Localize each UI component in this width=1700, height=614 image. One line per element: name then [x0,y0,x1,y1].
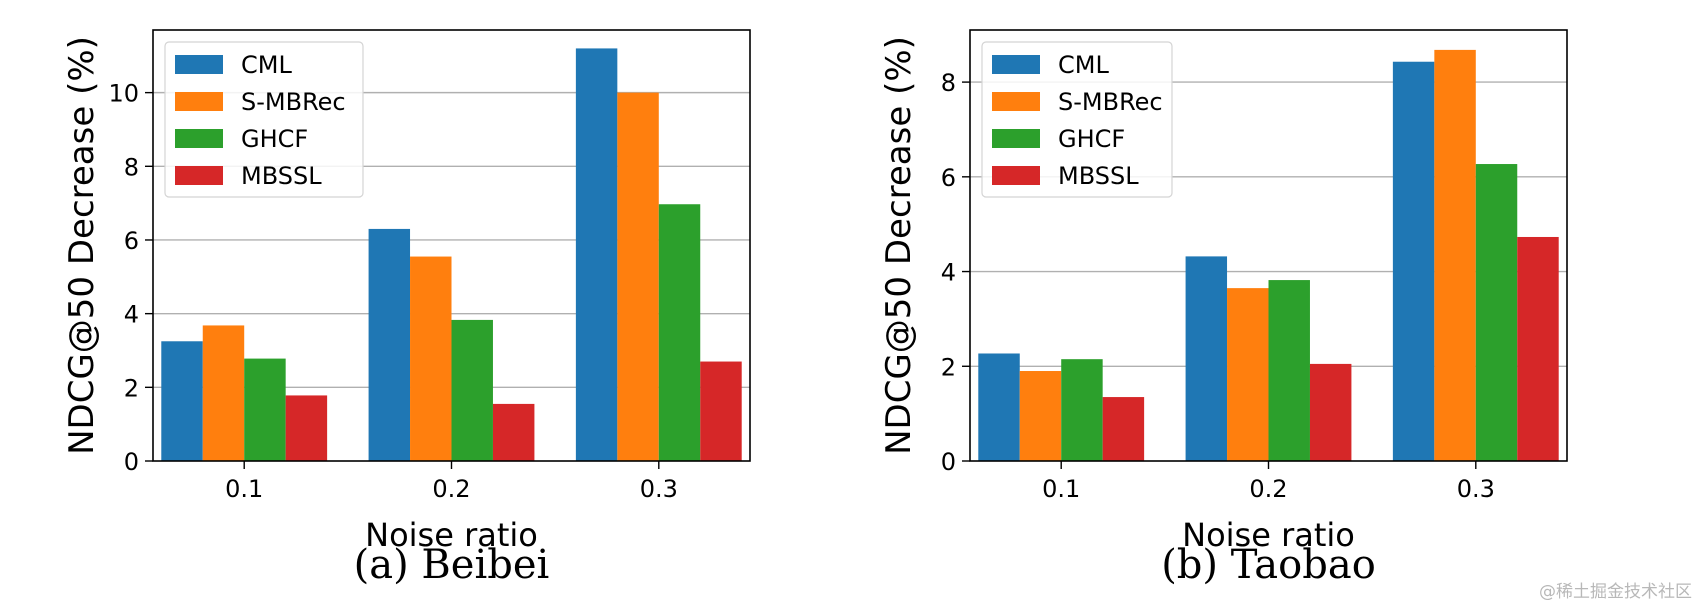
legend-label: MBSSL [1058,162,1139,190]
bar-mbssl-0.2 [1309,363,1352,461]
y-tick-label: 4 [941,259,956,287]
legend-label: S-MBRec [241,88,346,116]
bar-ghcf-0.1 [244,358,286,461]
legend-label: S-MBRec [1058,88,1163,116]
legend-label: GHCF [1058,125,1125,153]
y-tick-label: 8 [124,153,139,181]
bar-s-mbrec-0.3 [1434,49,1476,462]
x-tick-label: 0.3 [1457,475,1495,503]
bar-s-mbrec-0.2 [410,256,452,461]
bar-mbssl-0.1 [1102,397,1145,461]
y-tick-label: 8 [941,69,956,97]
figure-caption: (a) Beibei [354,542,550,588]
legend-swatch-s-mbrec [175,92,223,111]
y-tick-label: 6 [124,227,139,255]
y-tick-label: 6 [941,164,956,192]
bar-ghcf-0.3 [1475,164,1518,462]
bar-cml-0.3 [1392,61,1435,461]
chart-panel-taobao: 0 2 4 6 8 0.1 0.2 0.3 Noise ratio NDCG@50 Decreas… [850,0,1700,610]
plot-frame [152,29,751,462]
bar-s-mbrec-0.1 [1019,371,1062,461]
y-tick-label: 0 [941,448,956,476]
legend-label: CML [1058,51,1109,79]
bar-s-mbrec-0.3 [617,92,659,461]
bar-mbssl-0.1 [285,395,328,461]
x-axis-label: Noise ratio [1182,516,1355,554]
legend-label: GHCF [241,125,308,153]
bar-s-mbrec-0.1 [202,325,245,461]
figure-caption: (b) Taobao [1161,542,1376,588]
legend-label: MBSSL [241,162,322,190]
bar-cml-0.1 [161,341,203,461]
x-tick-label: 0.1 [1042,475,1080,503]
bar-cml-0.2 [368,228,411,461]
legend-swatch-cml [992,55,1040,74]
y-tick-label: 0 [124,448,139,476]
watermark: @稀土掘金技术社区 [1539,582,1692,602]
bar-cml-0.3 [575,48,618,462]
legend-swatch-ghcf [175,129,223,148]
legend-label: CML [241,51,292,79]
bar-mbssl-0.3 [700,361,742,461]
bar-cml-0.1 [978,353,1020,461]
legend [164,41,364,198]
plot-frame [969,29,1568,462]
y-tick-label: 2 [124,374,139,402]
x-tick-label: 0.2 [1249,475,1287,503]
bar-ghcf-0.1 [1061,359,1103,461]
y-axis-label: NDCG@50 Decrease (%) [879,36,919,455]
bar-ghcf-0.3 [658,204,701,461]
legend-swatch-mbssl [175,166,223,185]
bar-ghcf-0.2 [1268,280,1310,461]
x-tick-label: 0.3 [640,475,678,503]
bar-ghcf-0.2 [451,319,493,461]
chart-beibei: 0 2 4 6 8 10 0.1 0.2 0.3 Noise ratio NDCG@50 Decre… [62,29,751,588]
bar-s-mbrec-0.2 [1227,288,1269,461]
x-tick-label: 0.1 [225,475,263,503]
legend-swatch-cml [175,55,223,74]
legend-swatch-mbssl [992,166,1040,185]
chart-panel-beibei: 0 2 4 6 8 10 0.1 0.2 0.3 Noise ratio NDCG@50 Decre… [0,0,850,610]
y-tick-label: 10 [108,80,139,108]
legend-swatch-ghcf [992,129,1040,148]
bar-mbssl-0.3 [1517,236,1559,461]
bar-mbssl-0.2 [492,403,535,461]
chart-taobao: 0 2 4 6 8 0.1 0.2 0.3 Noise ratio NDCG@50 Decreas… [879,29,1568,588]
y-tick-label: 2 [941,353,956,381]
legend [981,41,1173,198]
x-tick-label: 0.2 [432,475,470,503]
x-axis-label: Noise ratio [365,516,538,554]
legend-swatch-s-mbrec [992,92,1040,111]
y-axis-label: NDCG@50 Decrease (%) [62,36,102,455]
bar-cml-0.2 [1185,256,1228,461]
y-tick-label: 4 [124,301,139,329]
